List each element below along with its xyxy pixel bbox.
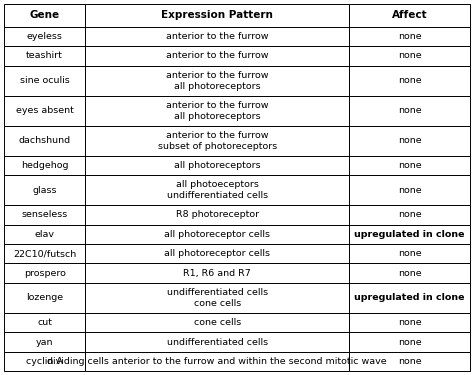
- Text: senseless: senseless: [21, 210, 68, 219]
- Bar: [4, 332, 85, 352]
- Bar: [85, 126, 349, 156]
- Bar: [349, 156, 470, 175]
- Bar: [349, 352, 470, 371]
- Bar: [349, 96, 470, 126]
- Bar: [85, 175, 349, 205]
- Text: none: none: [398, 186, 421, 195]
- Text: none: none: [398, 318, 421, 327]
- Text: teashirt: teashirt: [26, 51, 63, 60]
- Text: cut: cut: [37, 318, 52, 327]
- Text: yan: yan: [36, 338, 54, 346]
- Bar: [349, 283, 470, 313]
- Bar: [85, 46, 349, 66]
- Text: none: none: [398, 269, 421, 278]
- Text: eyeless: eyeless: [27, 32, 63, 41]
- Bar: [4, 352, 85, 371]
- Text: 22C10/futsch: 22C10/futsch: [13, 249, 76, 258]
- Text: none: none: [398, 76, 421, 85]
- Text: all photoreceptor cells: all photoreceptor cells: [164, 249, 270, 258]
- Text: prospero: prospero: [24, 269, 65, 278]
- Bar: [4, 175, 85, 205]
- Text: upregulated in clone: upregulated in clone: [355, 293, 465, 302]
- Bar: [85, 332, 349, 352]
- Bar: [85, 4, 349, 27]
- Text: none: none: [398, 210, 421, 219]
- Text: cyclin A: cyclin A: [26, 357, 63, 366]
- Bar: [85, 244, 349, 264]
- Text: undifferentiated cells
cone cells: undifferentiated cells cone cells: [167, 288, 268, 308]
- Text: Affect: Affect: [392, 10, 428, 20]
- Bar: [4, 225, 85, 244]
- Bar: [349, 175, 470, 205]
- Text: anterior to the furrow: anterior to the furrow: [166, 51, 268, 60]
- Text: Expression Pattern: Expression Pattern: [161, 10, 273, 20]
- Bar: [4, 66, 85, 96]
- Text: none: none: [398, 338, 421, 346]
- Text: eyes absent: eyes absent: [16, 106, 73, 115]
- Text: Gene: Gene: [29, 10, 60, 20]
- Bar: [85, 27, 349, 46]
- Bar: [85, 352, 349, 371]
- Bar: [349, 225, 470, 244]
- Text: all photoeceptors
undifferentiated cells: all photoeceptors undifferentiated cells: [167, 180, 268, 200]
- Text: anterior to the furrow
all photoreceptors: anterior to the furrow all photoreceptor…: [166, 70, 268, 91]
- Bar: [4, 126, 85, 156]
- Bar: [4, 313, 85, 332]
- Bar: [4, 244, 85, 264]
- Text: glass: glass: [32, 186, 57, 195]
- Text: R1, R6 and R7: R1, R6 and R7: [183, 269, 251, 278]
- Bar: [85, 283, 349, 313]
- Bar: [4, 4, 85, 27]
- Bar: [85, 264, 349, 283]
- Bar: [4, 27, 85, 46]
- Text: none: none: [398, 136, 421, 145]
- Text: dachshund: dachshund: [18, 136, 71, 145]
- Bar: [349, 205, 470, 225]
- Bar: [85, 96, 349, 126]
- Bar: [85, 156, 349, 175]
- Text: cone cells: cone cells: [193, 318, 241, 327]
- Bar: [349, 264, 470, 283]
- Text: all photoreceptor cells: all photoreceptor cells: [164, 230, 270, 239]
- Text: R8 photoreceptor: R8 photoreceptor: [175, 210, 259, 219]
- Text: none: none: [398, 161, 421, 170]
- Text: upregulated in clone: upregulated in clone: [355, 230, 465, 239]
- Bar: [85, 225, 349, 244]
- Text: elav: elav: [35, 230, 55, 239]
- Text: none: none: [398, 106, 421, 115]
- Text: anterior to the furrow
subset of photoreceptors: anterior to the furrow subset of photore…: [157, 130, 277, 151]
- Text: sine oculis: sine oculis: [20, 76, 70, 85]
- Bar: [85, 205, 349, 225]
- Text: none: none: [398, 357, 421, 366]
- Text: all photoreceptors: all photoreceptors: [174, 161, 261, 170]
- Bar: [4, 205, 85, 225]
- Bar: [4, 156, 85, 175]
- Bar: [4, 96, 85, 126]
- Bar: [349, 244, 470, 264]
- Bar: [349, 46, 470, 66]
- Text: lozenge: lozenge: [26, 293, 63, 302]
- Bar: [349, 66, 470, 96]
- Bar: [349, 313, 470, 332]
- Text: none: none: [398, 249, 421, 258]
- Bar: [4, 46, 85, 66]
- Text: undifferentiated cells: undifferentiated cells: [167, 338, 268, 346]
- Text: anterior to the furrow
all photoreceptors: anterior to the furrow all photoreceptor…: [166, 100, 268, 121]
- Bar: [85, 313, 349, 332]
- Bar: [4, 264, 85, 283]
- Bar: [349, 27, 470, 46]
- Text: hedgehog: hedgehog: [21, 161, 68, 170]
- Text: none: none: [398, 32, 421, 41]
- Bar: [349, 126, 470, 156]
- Text: none: none: [398, 51, 421, 60]
- Text: dividing cells anterior to the furrow and within the second mitotic wave: dividing cells anterior to the furrow an…: [47, 357, 387, 366]
- Text: anterior to the furrow: anterior to the furrow: [166, 32, 268, 41]
- Bar: [349, 332, 470, 352]
- Bar: [85, 66, 349, 96]
- Bar: [4, 283, 85, 313]
- Bar: [349, 4, 470, 27]
